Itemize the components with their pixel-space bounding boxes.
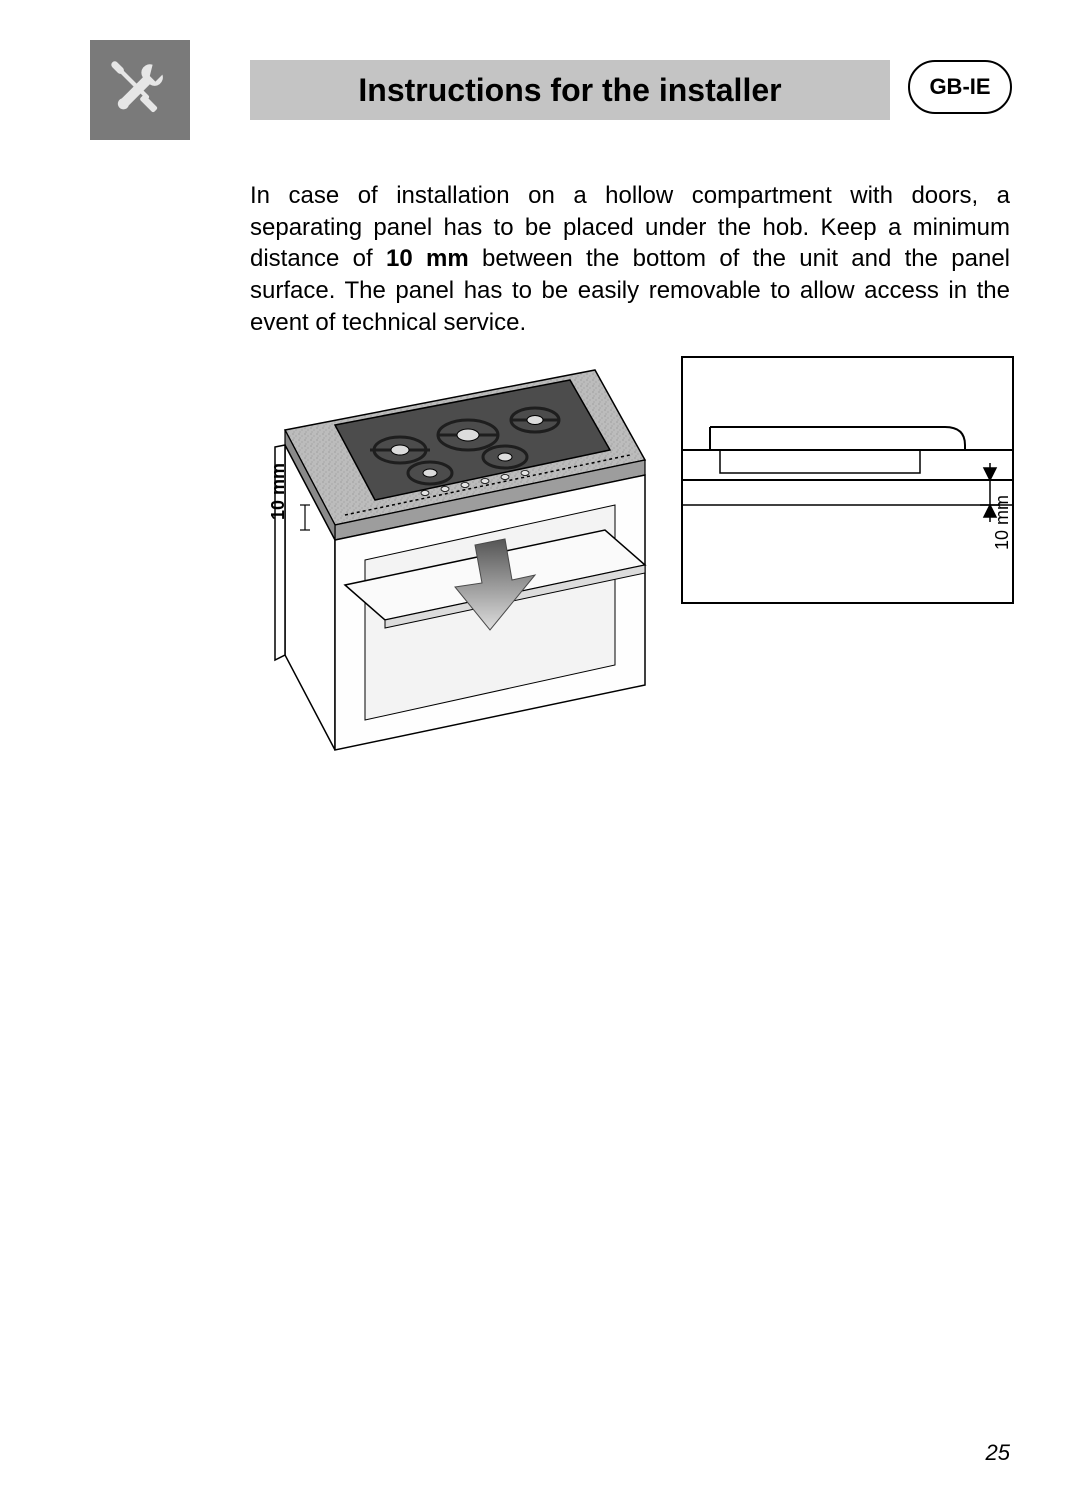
language-badge-text: GB-IE xyxy=(929,74,990,100)
figure-cross-section: 10 mm xyxy=(680,355,1015,605)
fig-left-label: 10 mm xyxy=(268,463,288,520)
title-band: Instructions for the installer xyxy=(250,60,890,120)
fig-right-label: 10 mm xyxy=(992,495,1012,550)
body-text-bold: 10 mm xyxy=(386,245,469,272)
tools-icon xyxy=(90,40,190,140)
page-title: Instructions for the installer xyxy=(358,72,781,109)
page-number: 25 xyxy=(986,1440,1010,1466)
language-badge: GB-IE xyxy=(908,60,1012,114)
body-paragraph: In case of installation on a hollow comp… xyxy=(250,180,1010,338)
figure-hob-cabinet: 10 mm xyxy=(250,355,655,760)
